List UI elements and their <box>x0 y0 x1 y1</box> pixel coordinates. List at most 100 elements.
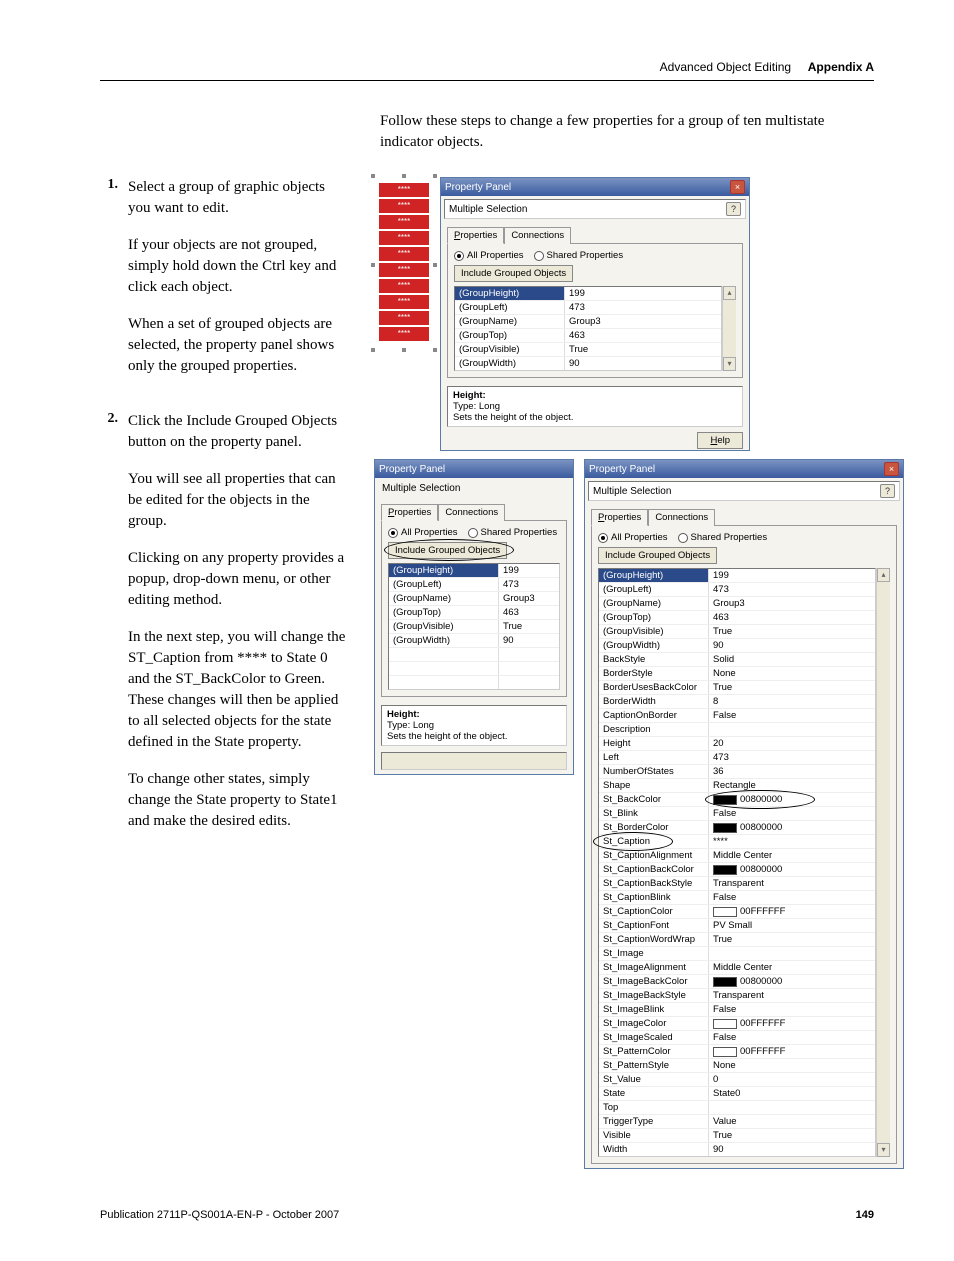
property-row[interactable]: (GroupHeight)199 <box>599 569 875 583</box>
property-row[interactable]: St_CaptionBackColor00800000 <box>599 863 875 877</box>
scroll-down-icon[interactable]: ▾ <box>877 1143 890 1157</box>
property-row[interactable]: St_ImageAlignmentMiddle Center <box>599 961 875 975</box>
help-icon[interactable]: ? <box>726 202 741 216</box>
property-row[interactable]: St_BlinkFalse <box>599 807 875 821</box>
property-value[interactable]: False <box>709 709 875 722</box>
property-value[interactable]: 199 <box>565 287 721 300</box>
property-value[interactable]: Group3 <box>499 592 559 605</box>
property-value[interactable]: 20 <box>709 737 875 750</box>
property-value[interactable]: 473 <box>709 583 875 596</box>
property-row[interactable]: VisibleTrue <box>599 1129 875 1143</box>
help-icon[interactable]: ? <box>880 484 895 498</box>
property-value[interactable]: State0 <box>709 1087 875 1100</box>
property-value[interactable]: 199 <box>709 569 875 582</box>
property-row[interactable]: St_ImageBlinkFalse <box>599 1003 875 1017</box>
property-value[interactable]: True <box>565 343 721 356</box>
property-row[interactable]: (GroupName)Group3 <box>455 315 721 329</box>
property-value[interactable]: 90 <box>709 639 875 652</box>
property-row[interactable]: St_ImageBackColor00800000 <box>599 975 875 989</box>
property-value[interactable]: 463 <box>709 611 875 624</box>
scroll-down-icon[interactable]: ▾ <box>723 357 736 371</box>
help-button[interactable]: Help <box>697 432 743 449</box>
property-value[interactable]: False <box>709 1003 875 1016</box>
property-value[interactable]: 90 <box>499 634 559 647</box>
property-value[interactable]: Solid <box>709 653 875 666</box>
property-value[interactable]: False <box>709 807 875 820</box>
property-value[interactable]: 90 <box>709 1143 875 1156</box>
property-value[interactable]: False <box>709 891 875 904</box>
property-row[interactable]: (GroupName)Group3 <box>599 597 875 611</box>
property-value[interactable]: Middle Center <box>709 849 875 862</box>
property-row[interactable]: St_Value0 <box>599 1073 875 1087</box>
property-row[interactable]: ShapeRectangle <box>599 779 875 793</box>
property-row[interactable]: St_CaptionBackStyleTransparent <box>599 877 875 891</box>
property-row[interactable]: (GroupLeft)473 <box>455 301 721 315</box>
property-row[interactable]: St_CaptionAlignmentMiddle Center <box>599 849 875 863</box>
property-row[interactable]: St_BorderColor00800000 <box>599 821 875 835</box>
property-row[interactable]: Left473 <box>599 751 875 765</box>
tab-connections[interactable]: Connections <box>438 504 505 521</box>
property-value[interactable]: 473 <box>499 578 559 591</box>
close-icon[interactable]: × <box>884 462 899 476</box>
property-value[interactable]: Middle Center <box>709 961 875 974</box>
property-row[interactable]: St_Caption**** <box>599 835 875 849</box>
scrollbar[interactable]: ▴ ▾ <box>876 568 890 1157</box>
property-row[interactable]: BorderStyleNone <box>599 667 875 681</box>
property-row[interactable]: (GroupTop)463 <box>389 606 559 620</box>
property-row[interactable]: Height20 <box>599 737 875 751</box>
property-row[interactable]: (GroupHeight)199 <box>389 564 559 578</box>
property-value[interactable]: 463 <box>499 606 559 619</box>
property-value[interactable]: True <box>499 620 559 633</box>
property-value[interactable]: **** <box>709 835 875 848</box>
property-row[interactable]: St_CaptionFontPV Small <box>599 919 875 933</box>
property-value[interactable]: 36 <box>709 765 875 778</box>
property-row[interactable]: Top <box>599 1101 875 1115</box>
property-value[interactable]: Transparent <box>709 877 875 890</box>
property-row[interactable]: (GroupWidth)90 <box>455 357 721 370</box>
property-row[interactable]: St_ImageColor00FFFFFF <box>599 1017 875 1031</box>
property-value[interactable]: 00800000 <box>709 821 875 834</box>
property-value[interactable]: False <box>709 1031 875 1044</box>
property-row[interactable]: (GroupTop)463 <box>599 611 875 625</box>
property-value[interactable]: 00FFFFFF <box>709 1017 875 1030</box>
property-value[interactable]: 00FFFFFF <box>709 905 875 918</box>
scroll-up-icon[interactable]: ▴ <box>723 286 736 300</box>
property-row[interactable]: StateState0 <box>599 1087 875 1101</box>
property-row[interactable]: Description <box>599 723 875 737</box>
property-value[interactable]: None <box>709 1059 875 1072</box>
property-value[interactable]: Value <box>709 1115 875 1128</box>
property-row[interactable]: (GroupHeight)199 <box>455 287 721 301</box>
include-grouped-button[interactable]: Include Grouped Objects <box>598 547 717 564</box>
scrollbar[interactable]: ▴ ▾ <box>722 286 736 371</box>
property-row[interactable]: BorderWidth8 <box>599 695 875 709</box>
property-value[interactable]: 90 <box>565 357 721 370</box>
property-value[interactable] <box>709 947 875 960</box>
property-value[interactable]: 473 <box>709 751 875 764</box>
property-row[interactable]: (GroupWidth)90 <box>389 634 559 648</box>
property-row[interactable]: BorderUsesBackColorTrue <box>599 681 875 695</box>
property-value[interactable]: 8 <box>709 695 875 708</box>
property-row[interactable]: St_PatternStyleNone <box>599 1059 875 1073</box>
property-value[interactable]: 463 <box>565 329 721 342</box>
property-value[interactable]: PV Small <box>709 919 875 932</box>
property-row[interactable]: St_Image <box>599 947 875 961</box>
property-value[interactable]: 199 <box>499 564 559 577</box>
property-value[interactable] <box>709 723 875 736</box>
property-row[interactable]: NumberOfStates36 <box>599 765 875 779</box>
scroll-up-icon[interactable]: ▴ <box>877 568 890 582</box>
property-value[interactable]: 00FFFFFF <box>709 1045 875 1058</box>
property-row[interactable]: (GroupLeft)473 <box>389 578 559 592</box>
radio-shared[interactable]: Shared Properties <box>678 532 768 543</box>
tab-properties[interactable]: Properties <box>591 509 648 526</box>
tab-connections[interactable]: Connections <box>648 509 715 526</box>
include-grouped-button[interactable]: Include Grouped Objects <box>454 265 573 282</box>
radio-all[interactable]: All Properties <box>454 250 524 261</box>
property-row[interactable]: St_BackColor00800000 <box>599 793 875 807</box>
property-value[interactable]: 00800000 <box>709 863 875 876</box>
property-row[interactable]: St_PatternColor00FFFFFF <box>599 1045 875 1059</box>
property-row[interactable]: (GroupVisible)True <box>389 620 559 634</box>
tab-properties[interactable]: Properties <box>381 504 438 521</box>
property-row[interactable]: Width90 <box>599 1143 875 1156</box>
property-row[interactable]: (GroupLeft)473 <box>599 583 875 597</box>
close-icon[interactable]: × <box>730 180 745 194</box>
